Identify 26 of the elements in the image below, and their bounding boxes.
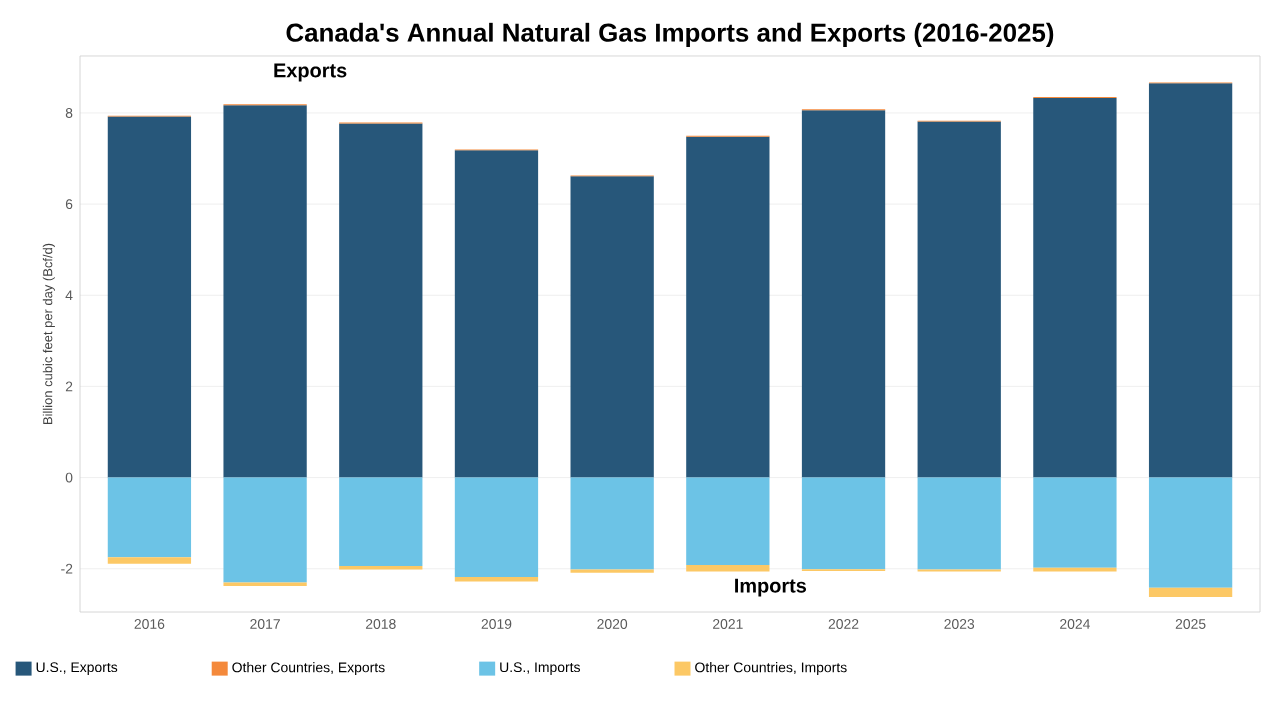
bar bbox=[107, 116, 192, 478]
bar bbox=[570, 477, 654, 570]
bar bbox=[570, 176, 654, 478]
bar bbox=[454, 150, 539, 478]
chart-title: Canada's Annual Natural Gas Imports and Exports (2016-2025) bbox=[286, 22, 1054, 47]
annotation: Exports bbox=[274, 63, 347, 82]
bar bbox=[917, 477, 1001, 570]
annotation: Imports bbox=[735, 578, 807, 597]
bar bbox=[1033, 97, 1117, 478]
bar bbox=[223, 105, 307, 478]
bar bbox=[339, 123, 423, 478]
bar bbox=[454, 477, 539, 577]
bar bbox=[686, 477, 770, 566]
bar bbox=[1033, 477, 1117, 568]
bar bbox=[1148, 477, 1233, 588]
bar bbox=[801, 477, 886, 570]
bar bbox=[107, 477, 192, 558]
bar bbox=[107, 557, 192, 564]
bar bbox=[1148, 587, 1233, 597]
bar bbox=[686, 565, 770, 572]
bar bbox=[917, 121, 1001, 478]
bar bbox=[223, 477, 307, 583]
bar bbox=[1148, 83, 1233, 478]
bar bbox=[686, 136, 770, 478]
bar bbox=[339, 477, 423, 566]
bar bbox=[801, 110, 886, 478]
